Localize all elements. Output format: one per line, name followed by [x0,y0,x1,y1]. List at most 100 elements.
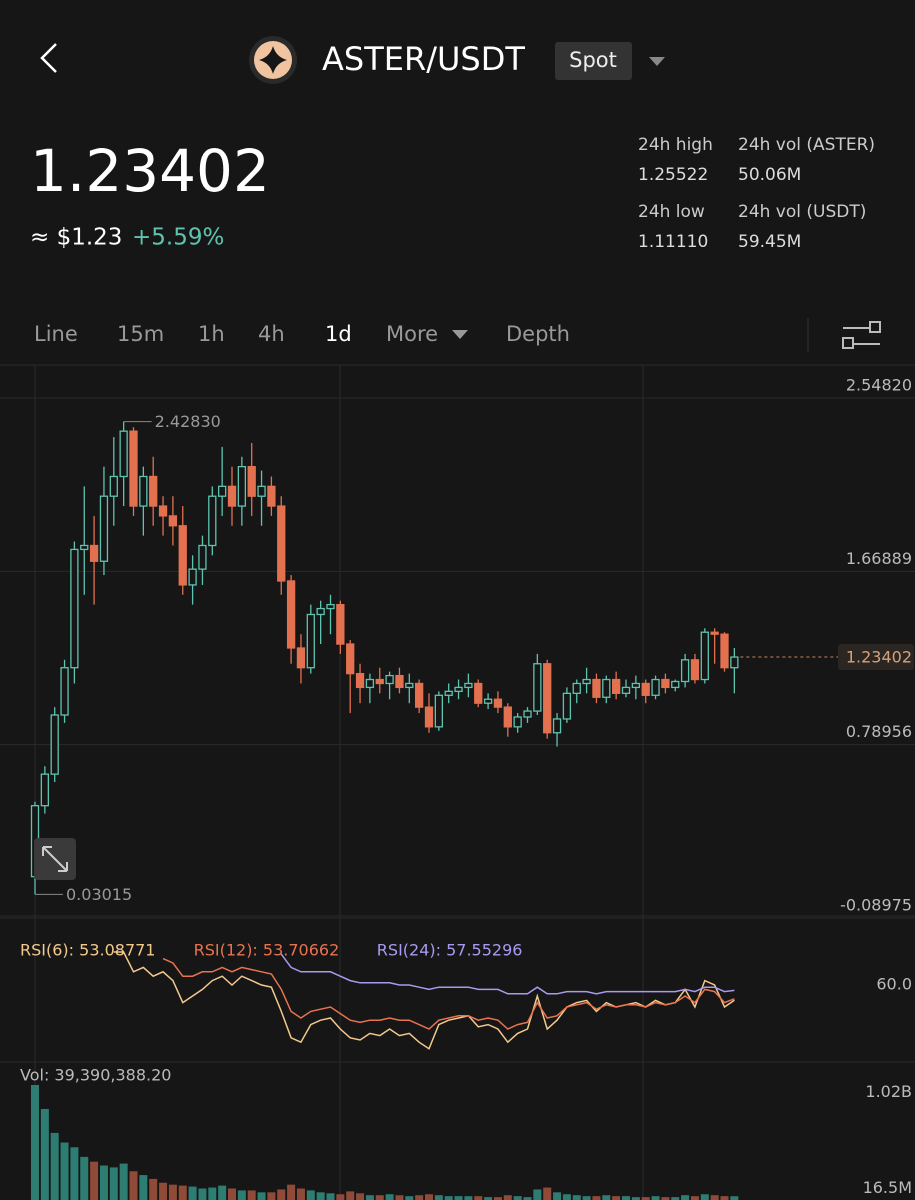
expand-icon [42,846,68,872]
candle-body [158,505,168,517]
tab-active[interactable]: 1d [325,322,352,346]
candle-body [139,475,148,507]
volume-bar [90,1161,99,1200]
candle-body [316,607,325,616]
volume-bar [139,1175,148,1200]
market-badge [555,42,632,80]
rsi-line [162,957,735,1030]
last-price-label: 1.23402 [846,648,912,667]
volume-bar [109,1167,118,1200]
volume-bar [612,1196,621,1200]
candle-body [217,485,227,497]
volume-bar [60,1142,69,1200]
candle-body [503,706,512,728]
tab[interactable]: More [386,322,438,346]
volume-bar [80,1156,89,1200]
tab[interactable]: Line [34,322,78,346]
stat-label: 24h vol (ASTER) [738,135,875,155]
volume-bar [425,1194,433,1200]
tab[interactable]: 4h [258,322,285,346]
volume-bar [710,1195,719,1200]
settings-icon[interactable] [842,321,881,349]
candle-body [188,568,197,586]
candle-body [414,682,424,708]
legend-entry: RSI(6): 53.08771 [20,941,155,960]
candle-body [631,682,640,689]
volume-bar [365,1195,374,1200]
candle-body [552,718,562,734]
volume-bar [257,1192,266,1200]
volume-bar [296,1188,305,1200]
candle-body [464,682,473,689]
volume-bar [40,1108,49,1200]
volume-bar [237,1190,246,1200]
volume-bar [523,1197,532,1200]
candle-body [710,631,719,635]
candle-body [286,580,296,649]
volume-bar [129,1171,138,1200]
candle-body [602,678,611,698]
volume-bar [562,1194,571,1200]
candle-body [70,548,79,669]
volume-bar [277,1189,286,1200]
tab[interactable]: 1h [198,322,225,346]
candle-body [365,678,375,689]
rsi-line [280,953,735,995]
candle-body [424,706,434,728]
candle-body [405,682,414,689]
volume-bar [464,1196,473,1200]
volume-bar [287,1184,296,1200]
volume-bar [405,1196,414,1200]
volume-bar [582,1196,591,1200]
volume-bar [444,1196,453,1200]
candle-body [208,495,217,547]
tab[interactable]: 15m [117,322,164,346]
stat-value: 50.06M [738,165,801,185]
volume-bar [690,1196,699,1200]
candle-body [247,465,256,497]
volume-bar [208,1187,217,1200]
y-tick-label: 1.66889 [846,549,912,568]
volume-bar [493,1197,502,1200]
pair-title[interactable]: ASTER/USDT [322,40,525,78]
stat-label: 24h high [638,135,713,155]
candle-body [129,430,138,507]
y-tick-label: 0.78956 [846,722,912,741]
volume-bar [395,1195,404,1200]
candle-body [296,647,306,669]
candle-body [592,678,601,698]
volume-bar [503,1195,512,1200]
tab[interactable]: Depth [506,322,570,346]
y-tick-label: 16.5M [863,1178,912,1197]
more-arrow[interactable] [452,330,468,339]
candle-body [474,682,483,704]
volume-bar [336,1194,345,1200]
back-button[interactable] [40,43,57,73]
volume-bar [622,1196,630,1200]
volume-bar [700,1194,709,1200]
volume-bar [454,1196,463,1200]
pair-dropdown[interactable] [649,57,665,66]
candle-body [661,678,670,689]
volume-bar [661,1197,670,1200]
volume-bar [70,1147,79,1200]
volume-bar [228,1188,236,1200]
candle-body [523,710,532,718]
volume-bar [720,1196,729,1200]
legend-entry: RSI(12): 53.70662 [194,941,340,960]
candle-body [306,613,315,669]
market-label: Spot [569,48,617,72]
volume-bar [385,1194,394,1200]
stat-value: 1.25522 [638,165,708,185]
fiat-price: ≈ $1.23 [30,225,122,251]
volume-bar [326,1193,335,1200]
stat-value: 59.45M [738,232,801,252]
candle-body [444,690,453,696]
candle-body [385,674,394,685]
volume-bar [434,1195,443,1200]
y-tick-label: 2.54820 [846,376,912,395]
candle-body [533,663,542,712]
candle-body [572,682,581,694]
candle-body [198,544,207,570]
